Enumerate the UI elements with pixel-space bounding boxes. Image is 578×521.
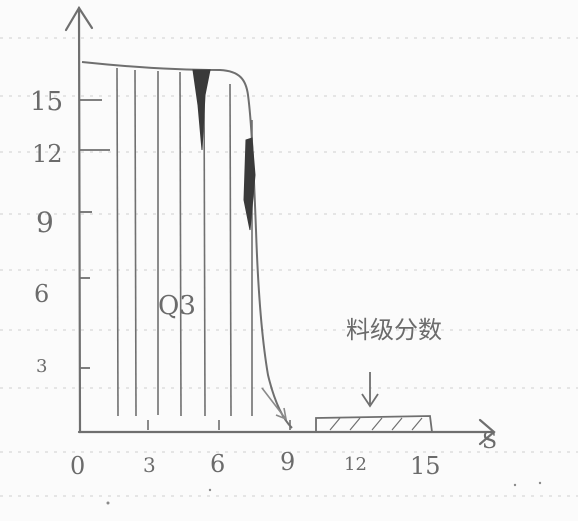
stray-dots	[106, 481, 542, 505]
fraction-box	[315, 415, 433, 433]
ink-marks	[192, 69, 256, 231]
y-tick-label-15: 15	[30, 87, 63, 117]
x-tick-label-9: 9	[280, 448, 295, 476]
axes	[64, 5, 496, 446]
y-tick-label-9: 9	[36, 206, 54, 239]
tail-arrow	[261, 387, 288, 421]
y-ticks	[79, 99, 110, 369]
x-tick-label-12: 12	[344, 454, 367, 475]
y-tick-label-12: 12	[32, 140, 63, 168]
y-axis-arrowhead	[64, 5, 94, 32]
hatching-lines	[116, 67, 253, 417]
x-tick-label-15: 15	[410, 452, 441, 480]
region-label: Q3	[158, 291, 196, 321]
y-axis	[77, 6, 82, 434]
x-tick-label-0: 0	[70, 452, 85, 480]
x-axis-end-label: S	[482, 429, 497, 454]
x-tick-label-6: 6	[210, 450, 225, 478]
annotation-arrow	[361, 372, 379, 408]
y-tick-label-6: 6	[34, 280, 49, 308]
annotation-label: 料级分数	[346, 316, 442, 344]
x-tick-label-3: 3	[143, 453, 156, 477]
paper-rules	[0, 37, 578, 497]
x-axis-arrowhead	[478, 418, 496, 446]
y-tick-label-3: 3	[36, 356, 47, 377]
